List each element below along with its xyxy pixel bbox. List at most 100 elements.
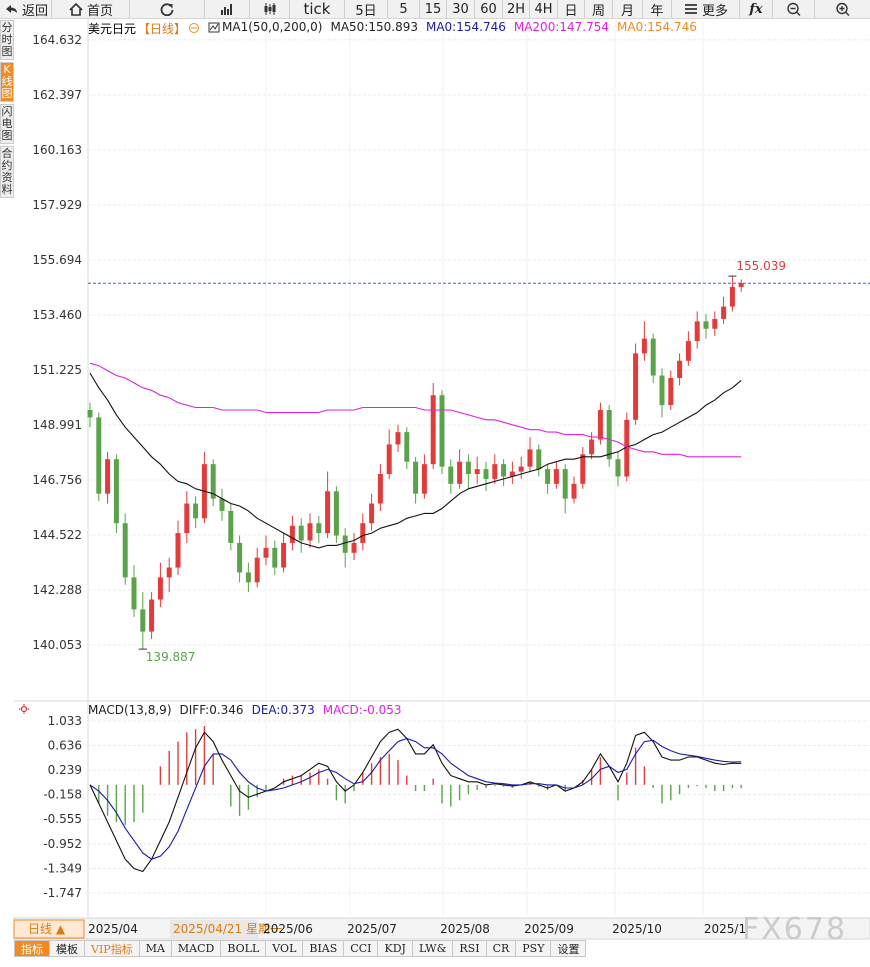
side-tab[interactable]: 分时图 <box>0 20 14 60</box>
candle-body <box>281 542 287 568</box>
side-tab[interactable]: 合约资料 <box>0 146 14 198</box>
y-tick-label: 148.991 <box>32 418 82 432</box>
candle-body <box>650 338 656 376</box>
candle-body <box>712 318 718 329</box>
back-button[interactable]: 返回 <box>0 0 52 19</box>
period-option[interactable]: 60 <box>475 0 503 18</box>
formula-button[interactable]: fx <box>740 0 773 18</box>
macd-line <box>89 728 742 873</box>
period-option[interactable]: 30 <box>447 0 475 18</box>
candle-body <box>351 542 357 553</box>
indicator-value: MA50:150.893 <box>330 20 418 34</box>
zoom-in-button[interactable] <box>815 0 870 18</box>
ma-icon[interactable] <box>188 20 200 34</box>
candle-body <box>492 464 498 479</box>
refresh-button[interactable] <box>130 0 205 18</box>
indicator-tab[interactable]: PSY <box>516 940 552 957</box>
side-tab[interactable]: 闪电图 <box>0 104 14 144</box>
period-option[interactable]: tick <box>290 0 345 18</box>
candle-body <box>377 474 383 504</box>
indicator-value: MA0:154.746 <box>617 20 697 34</box>
candle-body <box>545 469 551 484</box>
period-option[interactable]: 日 <box>558 0 585 19</box>
period-label[interactable]: 日线 ▲ <box>28 922 66 936</box>
candle-body <box>219 498 225 511</box>
period-option[interactable]: 15 <box>420 0 447 18</box>
home-button[interactable]: 首页 <box>52 0 130 19</box>
icon <box>69 2 83 16</box>
y-tick-label: 146.756 <box>32 473 82 487</box>
candle-body <box>307 523 313 541</box>
zoom-out-button[interactable] <box>773 0 815 18</box>
candle-body <box>210 464 216 499</box>
indicator-tab[interactable]: 模板 <box>50 940 85 957</box>
indicator-tab[interactable]: CCI <box>344 940 379 957</box>
moving-average-line <box>89 372 742 549</box>
y-tick-label: -0.555 <box>43 812 82 826</box>
candle-body <box>536 449 542 470</box>
candle-body <box>413 461 419 494</box>
candle-body <box>149 599 155 632</box>
indicator-tab[interactable]: BIAS <box>303 940 345 957</box>
period-option[interactable]: 5 <box>388 0 420 18</box>
period-button[interactable] <box>13 919 85 939</box>
y-tick-label: 162.397 <box>32 88 82 102</box>
candle-type-button[interactable] <box>250 0 290 18</box>
candle-body <box>685 341 691 361</box>
candle-body <box>316 523 322 534</box>
candle-body <box>562 469 568 499</box>
icon <box>221 4 232 15</box>
candle-body <box>553 469 559 484</box>
period-option[interactable]: 5日 <box>345 0 388 19</box>
candle-body <box>184 503 190 534</box>
indicator-tab[interactable]: KDJ <box>378 940 413 957</box>
indicator-tab[interactable]: MA <box>139 940 172 957</box>
candle-body <box>659 375 665 406</box>
y-tick-label: 164.632 <box>32 33 82 47</box>
macd-header: MACD(13,8,9) DIFF:0.346 DEA:0.373 MACD:-0.0… <box>88 703 402 717</box>
side-tab[interactable]: K线图 <box>0 62 14 102</box>
candle-body <box>694 321 700 342</box>
candle-body <box>386 444 392 474</box>
indicator-tab[interactable]: LW& <box>412 940 454 957</box>
indicator-tab[interactable]: VOL <box>266 940 304 957</box>
indicator-value: MACD(13,8,9) <box>88 703 172 717</box>
period-option[interactable]: 月 <box>613 0 643 19</box>
period-option[interactable]: 2H <box>503 0 530 18</box>
candle-body <box>395 432 401 445</box>
candle-body <box>421 464 427 494</box>
y-tick-label: 0.636 <box>48 739 82 753</box>
candle-body <box>597 409 603 440</box>
candle-body <box>509 471 515 477</box>
candle-body <box>677 360 683 378</box>
more-button[interactable]: 更多 <box>672 0 740 19</box>
period-option[interactable]: 4H <box>530 0 558 18</box>
x-tick-label: 2025/1 <box>704 922 746 936</box>
indicator-tab[interactable]: MACD <box>171 940 222 957</box>
more-label: 更多 <box>701 3 728 19</box>
candle-body <box>589 439 595 455</box>
settings-icon[interactable] <box>19 704 29 714</box>
indicator-tab[interactable]: 指标 <box>14 940 50 957</box>
icon <box>160 3 174 16</box>
indicator-tab[interactable]: RSI <box>453 940 487 957</box>
period-option[interactable]: 年 <box>643 0 672 19</box>
candle-body <box>641 338 647 354</box>
indicator-tab[interactable]: 设置 <box>551 940 587 957</box>
candle-body <box>166 567 172 578</box>
x-tick-label: 2025/06 <box>263 922 313 936</box>
period-option[interactable]: 周 <box>585 0 613 19</box>
x-tick-label: 2025/10 <box>612 922 662 936</box>
y-tick-label: 160.163 <box>32 143 82 157</box>
y-tick-label: -1.747 <box>43 886 82 900</box>
chart-type-button[interactable] <box>205 0 250 18</box>
indicator-tab[interactable]: BOLL <box>221 940 267 957</box>
candle-body <box>157 577 163 600</box>
y-tick-label: 142.288 <box>32 583 82 597</box>
indicator-icon[interactable] <box>208 20 220 34</box>
indicator-tab[interactable]: CR <box>486 940 517 957</box>
cursor-date-box <box>170 920 258 938</box>
indicator-tab[interactable]: VIP指标 <box>85 940 140 957</box>
